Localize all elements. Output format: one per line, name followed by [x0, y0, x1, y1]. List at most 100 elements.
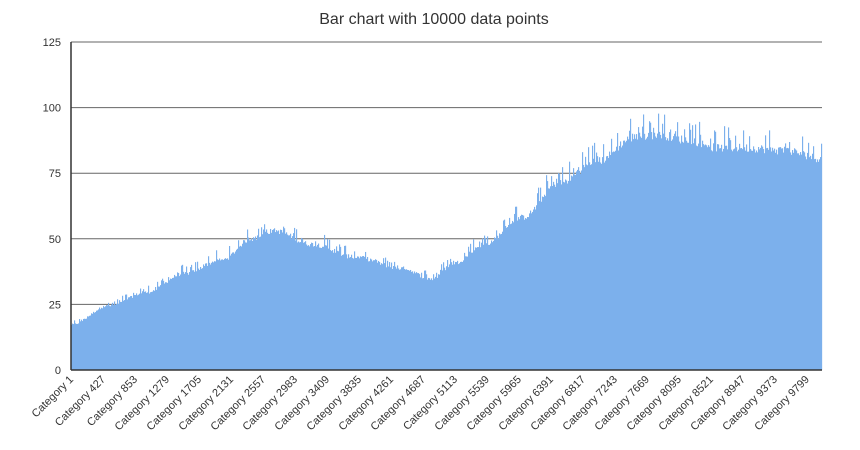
bar — [699, 121, 701, 370]
bar — [462, 261, 464, 370]
bar — [95, 312, 97, 370]
bar — [384, 263, 386, 370]
bar — [778, 147, 780, 370]
bar — [650, 122, 652, 370]
bar — [77, 323, 79, 370]
bar — [467, 256, 469, 370]
bar — [788, 148, 790, 370]
bar — [504, 219, 506, 370]
bar — [797, 153, 799, 370]
bar — [133, 292, 135, 370]
bar — [434, 278, 436, 370]
bar — [708, 145, 710, 370]
bar — [117, 299, 119, 370]
bar — [93, 311, 95, 370]
bar — [318, 243, 320, 370]
bar — [610, 155, 612, 370]
bar — [176, 276, 178, 370]
bar — [486, 243, 488, 370]
bar — [671, 140, 673, 370]
bar — [115, 305, 117, 370]
bar — [768, 149, 770, 370]
bar — [246, 242, 248, 370]
bar — [332, 250, 334, 370]
bar — [263, 229, 265, 370]
bar — [542, 196, 544, 370]
bar — [534, 206, 536, 370]
bar — [407, 270, 409, 370]
bar — [269, 233, 271, 370]
bar — [273, 229, 275, 370]
bar — [759, 149, 761, 370]
bar — [587, 165, 589, 370]
bar — [396, 268, 398, 370]
bar — [582, 152, 584, 370]
y-tick-label: 0 — [55, 365, 61, 377]
bar — [547, 181, 549, 370]
bar — [510, 224, 512, 370]
bar — [150, 292, 152, 370]
bar — [498, 238, 500, 370]
bar — [337, 250, 339, 370]
bar — [508, 224, 510, 370]
bar — [359, 258, 361, 370]
bar — [687, 142, 689, 370]
bar — [477, 247, 479, 370]
bar — [99, 307, 101, 370]
bar — [180, 274, 182, 370]
bar — [166, 282, 168, 370]
bar — [773, 150, 775, 370]
bar — [368, 261, 370, 370]
bar — [780, 147, 782, 370]
bar — [125, 294, 127, 370]
bar — [369, 261, 371, 370]
bar — [105, 306, 107, 370]
bar — [238, 240, 240, 370]
bar — [435, 276, 437, 370]
bar — [398, 268, 400, 370]
bar — [161, 280, 163, 370]
bar — [531, 213, 533, 370]
bar — [144, 291, 146, 370]
bar — [596, 152, 598, 370]
bar — [651, 132, 653, 370]
bar — [85, 318, 87, 370]
bar — [456, 262, 458, 370]
bar — [748, 151, 750, 370]
bar — [455, 261, 457, 370]
bar — [104, 307, 106, 370]
bar — [380, 264, 382, 370]
bar — [208, 256, 210, 370]
bar — [709, 146, 711, 370]
bar — [146, 292, 148, 370]
bar — [589, 162, 591, 370]
bar — [529, 213, 531, 370]
bar — [126, 294, 128, 370]
bar — [303, 242, 305, 370]
bar — [152, 291, 154, 370]
bar — [485, 237, 487, 370]
bar — [497, 235, 499, 370]
bar — [172, 277, 174, 370]
chart-title: Bar chart with 10000 data points — [319, 11, 548, 28]
bar — [213, 262, 215, 370]
bar — [344, 245, 346, 370]
bar — [501, 233, 503, 370]
bar — [80, 321, 82, 370]
bar — [585, 156, 587, 370]
bar — [102, 308, 104, 370]
bar — [290, 233, 292, 370]
bar — [506, 227, 508, 370]
bar — [287, 234, 289, 370]
bar — [677, 122, 679, 370]
bar — [163, 280, 165, 370]
bar — [169, 280, 171, 370]
bar — [491, 240, 493, 370]
bar — [619, 145, 621, 370]
bar — [420, 277, 422, 370]
bar — [668, 140, 670, 370]
bar — [350, 257, 352, 370]
bar — [703, 144, 705, 370]
bar — [261, 227, 263, 370]
